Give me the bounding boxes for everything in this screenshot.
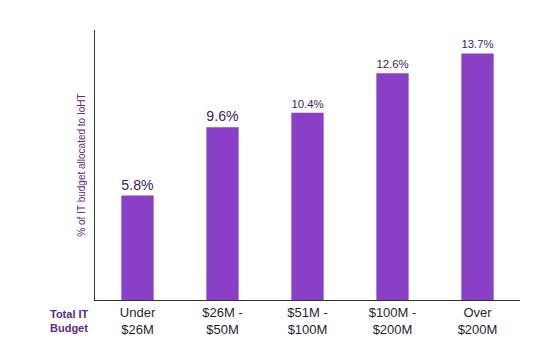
svg-text:$26M -$50M: $26M -$50M bbox=[202, 305, 242, 337]
svg-text:10.4%: 10.4% bbox=[291, 98, 323, 110]
svg-text:Under$26M: Under$26M bbox=[120, 305, 156, 337]
svg-text:12.6%: 12.6% bbox=[376, 58, 408, 70]
svg-text:13.7%: 13.7% bbox=[461, 38, 493, 50]
svg-text:Total ITBudget: Total ITBudget bbox=[50, 308, 89, 334]
svg-text:% of IT budget allocated to Io: % of IT budget allocated to IoHT bbox=[76, 93, 87, 236]
svg-text:5.8%: 5.8% bbox=[121, 177, 154, 193]
svg-text:Over$200M: Over$200M bbox=[458, 305, 498, 337]
svg-text:$100M -$200M: $100M -$200M bbox=[369, 305, 417, 337]
svg-text:$51M -$100M: $51M -$100M bbox=[287, 305, 327, 337]
svg-text:9.6%: 9.6% bbox=[206, 108, 239, 124]
